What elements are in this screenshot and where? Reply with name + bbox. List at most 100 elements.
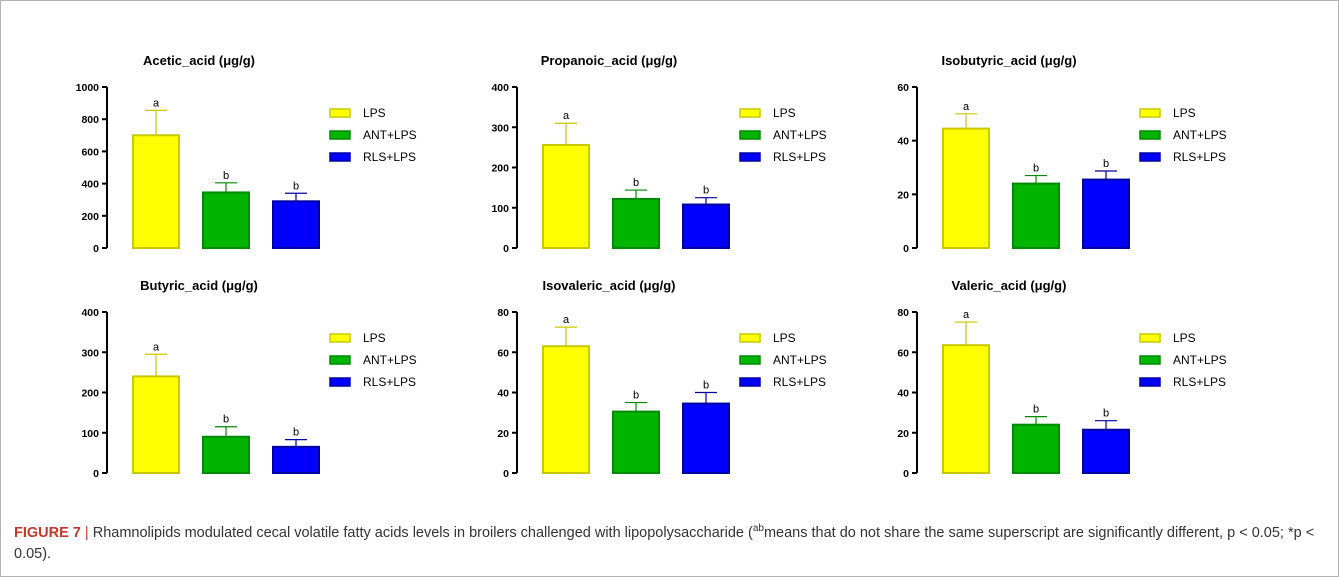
y-tick-label: 60 (497, 347, 509, 359)
legend-label-rls-lps: RLS+LPS (363, 375, 416, 389)
bar-ant-lps (612, 197, 660, 250)
bar-rls-lps (1082, 178, 1130, 249)
y-tick-label: 0 (903, 243, 909, 255)
bar-ant-lps (202, 191, 250, 249)
bar-lps (542, 345, 590, 474)
chart-isobutyric-acid: Isobutyric_acid (μg/g) 0 20 40 60 a b b LPS ANT+L… (855, 45, 1295, 275)
significance-letter: b (293, 427, 299, 439)
legend-label-lps: LPS (363, 106, 386, 120)
y-tick-label: 300 (491, 122, 509, 134)
significance-letter: a (153, 97, 160, 109)
y-tick-label: 0 (93, 243, 99, 255)
legend-label-ant-lps: ANT+LPS (1173, 128, 1227, 142)
legend-swatch-rls-lps (1139, 152, 1161, 162)
y-tick-label: 1000 (76, 82, 100, 94)
legend-label-lps: LPS (1173, 106, 1196, 120)
legend-swatch-lps (739, 333, 761, 343)
significance-letter: b (293, 180, 299, 192)
chart-svg: Butyric_acid (μg/g) 0 100 200 300 400 a b b LPS AN… (81, 278, 417, 480)
legend-label-ant-lps: ANT+LPS (1173, 353, 1227, 367)
bar-lps (542, 143, 590, 249)
y-tick-label: 400 (81, 179, 99, 191)
legend-swatch-lps (329, 108, 351, 118)
significance-letter: a (563, 110, 570, 122)
significance-letter: b (223, 170, 229, 182)
significance-letter: b (223, 414, 229, 426)
legend-swatch-rls-lps (739, 152, 761, 162)
legend-label-lps: LPS (363, 331, 386, 345)
significance-letter: b (703, 380, 709, 392)
y-tick-label: 400 (81, 307, 99, 319)
y-tick-label: 0 (503, 468, 509, 480)
legend-swatch-ant-lps (739, 355, 761, 365)
y-tick-label: 300 (81, 347, 99, 359)
legend-swatch-ant-lps (1139, 355, 1161, 365)
legend-swatch-lps (329, 333, 351, 343)
bar-ant-lps (202, 435, 250, 474)
caption-label: FIGURE 7 (14, 524, 81, 541)
bar-rls-lps (1082, 428, 1130, 474)
y-tick-label: 40 (897, 388, 909, 400)
caption-tail: means that do not share the same supersc… (14, 524, 1315, 562)
legend-swatch-lps (1139, 333, 1161, 343)
significance-letter: a (153, 341, 160, 353)
y-tick-label: 0 (903, 468, 909, 480)
bar-lps (132, 375, 180, 474)
chart-svg: Isobutyric_acid (μg/g) 0 20 40 60 a b b LPS ANT+L… (897, 53, 1227, 255)
bar-lps (942, 344, 990, 474)
legend-label-rls-lps: RLS+LPS (773, 375, 826, 389)
chart-butyric-acid: Butyric_acid (μg/g) 0 100 200 300 400 a b b LPS AN… (45, 270, 485, 500)
y-tick-label: 80 (497, 307, 509, 319)
significance-letter: b (1033, 163, 1039, 175)
legend-label-ant-lps: ANT+LPS (773, 128, 827, 142)
chart-title: Isobutyric_acid (μg/g) (941, 53, 1076, 68)
legend-label-ant-lps: ANT+LPS (363, 128, 417, 142)
y-tick-label: 20 (897, 189, 909, 201)
legend-swatch-rls-lps (1139, 377, 1161, 387)
y-tick-label: 20 (897, 428, 909, 440)
legend-label-lps: LPS (1173, 331, 1196, 345)
legend-swatch-rls-lps (329, 377, 351, 387)
bar-ant-lps (1012, 182, 1060, 250)
y-tick-label: 800 (81, 114, 99, 126)
legend-swatch-ant-lps (329, 130, 351, 140)
chart-svg: Propanoic_acid (μg/g) 0 100 200 300 400 a b b LPS… (491, 53, 827, 255)
significance-letter: a (963, 101, 970, 113)
bar-rls-lps (272, 200, 320, 249)
caption-separator: | (84, 524, 89, 541)
y-tick-label: 0 (503, 243, 509, 255)
legend-label-ant-lps: ANT+LPS (773, 353, 827, 367)
significance-letter: b (1103, 408, 1109, 420)
bar-ant-lps (1012, 423, 1060, 474)
significance-letter: b (703, 185, 709, 197)
bar-rls-lps (272, 445, 320, 474)
chart-title: Valeric_acid (μg/g) (952, 278, 1067, 293)
chart-propanoic-acid: Propanoic_acid (μg/g) 0 100 200 300 400 a b b LPS… (455, 45, 895, 275)
chart-acetic-acid: Acetic_acid (μg/g) 0 200 400 600 800 1000 a b b LP… (45, 45, 485, 275)
chart-svg: Isovaleric_acid (μg/g) 0 20 40 60 80 a b b LPS ANT… (497, 278, 827, 480)
chart-grid: Acetic_acid (μg/g) 0 200 400 600 800 1000 a b b LP… (45, 45, 1295, 500)
chart-svg: Valeric_acid (μg/g) 0 20 40 60 80 a b b LPS ANT+LP… (897, 278, 1227, 480)
y-tick-label: 80 (897, 307, 909, 319)
chart-title: Isovaleric_acid (μg/g) (543, 278, 676, 293)
legend-label-rls-lps: RLS+LPS (363, 150, 416, 164)
legend-label-rls-lps: RLS+LPS (1173, 375, 1226, 389)
significance-letter: b (1103, 158, 1109, 170)
legend-swatch-ant-lps (329, 355, 351, 365)
significance-letter: b (633, 390, 639, 402)
chart-title: Propanoic_acid (μg/g) (541, 53, 678, 68)
y-tick-label: 400 (491, 82, 509, 94)
legend-swatch-lps (1139, 108, 1161, 118)
chart-title: Butyric_acid (μg/g) (140, 278, 258, 293)
caption-lead: Rhamnolipids modulated cecal volatile fa… (92, 524, 753, 541)
significance-letter: a (963, 309, 970, 321)
legend-swatch-ant-lps (1139, 130, 1161, 140)
legend-swatch-rls-lps (739, 377, 761, 387)
y-tick-label: 60 (897, 347, 909, 359)
legend-label-lps: LPS (773, 106, 796, 120)
legend-swatch-ant-lps (739, 130, 761, 140)
caption-superscript: ab (752, 523, 764, 534)
bar-rls-lps (682, 203, 730, 249)
significance-letter: b (1033, 404, 1039, 416)
legend-label-ant-lps: ANT+LPS (363, 353, 417, 367)
